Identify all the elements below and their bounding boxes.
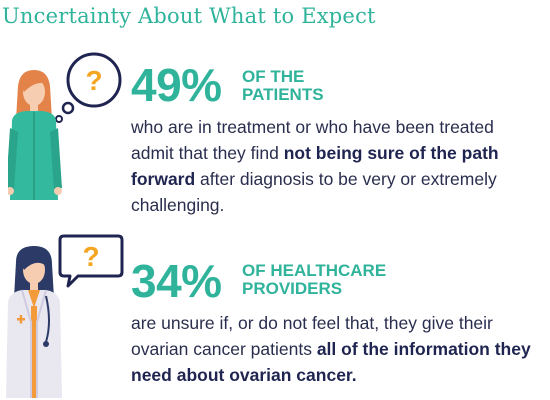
patients-text-before: who are in treatment or who have been tr… [131, 117, 494, 163]
patients-description: who are in treatment or who have been tr… [131, 114, 541, 218]
patients-label-line1: OF THE [242, 67, 305, 86]
thought-bubble-icon: ? [55, 52, 122, 123]
question-mark-icon: ? [82, 241, 99, 272]
providers-text-before: are unsure if, or do not feel that, they… [131, 313, 493, 359]
providers-text-bold: all of the information they need about o… [131, 339, 531, 385]
providers-stat: 34% [131, 255, 222, 307]
patient-woman-icon: ? [8, 52, 122, 200]
doctor-woman-icon: ? [6, 234, 124, 398]
providers-description: are unsure if, or do not feel that, they… [131, 310, 546, 388]
patients-text-after: after diagnosis to be very or extremely … [131, 169, 497, 215]
speech-bubble-icon: ? [58, 234, 124, 288]
providers-label-line2: PROVIDERS [242, 279, 343, 298]
providers-label-line1: OF HEALTHCARE [242, 261, 387, 280]
question-mark-icon: ? [85, 65, 102, 96]
patients-label-line2: PATIENTS [242, 85, 324, 104]
patients-stat: 49% [131, 59, 222, 111]
patients-text-bold: not being sure of the path forward [131, 143, 499, 189]
page-title: Uncertainty About What to Expect [2, 4, 376, 28]
